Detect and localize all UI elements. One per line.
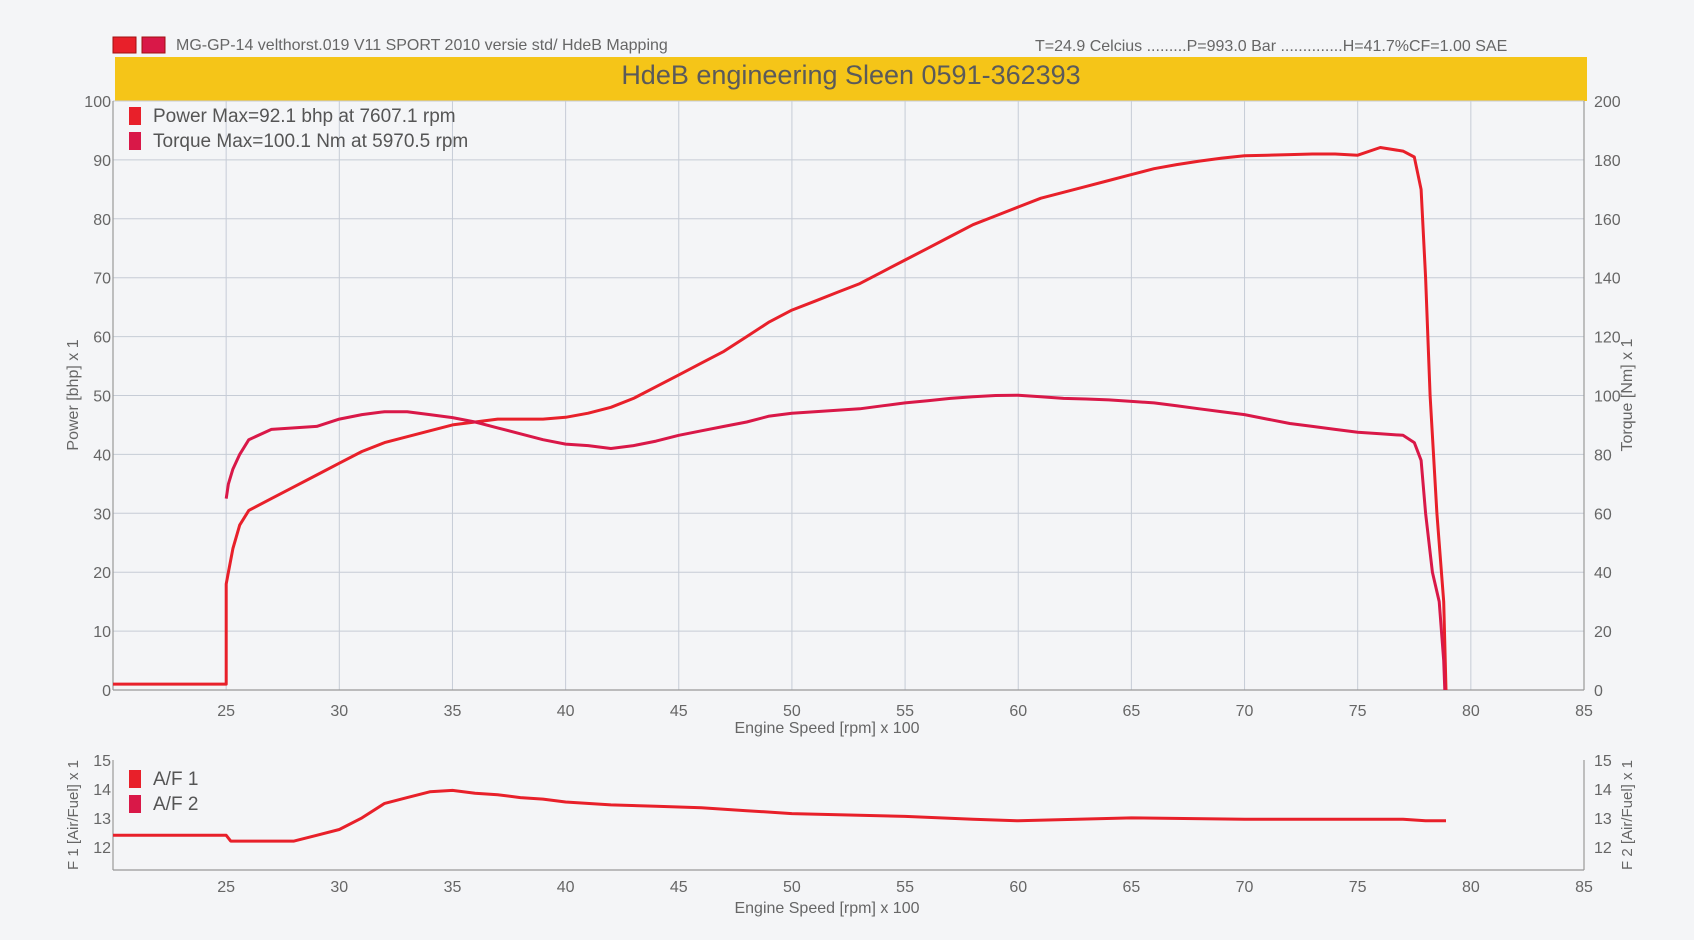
x-tick-label: 40 — [557, 703, 575, 720]
header-swatch-power — [112, 36, 137, 54]
af-x-tick-label: 75 — [1349, 879, 1367, 896]
af-y-right-tick-label: 15 — [1594, 753, 1612, 770]
af-right-axis-label: F 2 [Air/Fuel] x 1 — [1619, 760, 1636, 870]
x-tick-label: 45 — [670, 703, 688, 720]
af-y-left-tick-label: 14 — [93, 782, 111, 799]
main-series — [113, 146, 1448, 691]
af-y-right-tick-label: 14 — [1594, 782, 1612, 799]
main-right-axis-label: Torque [Nm] x 1 — [1619, 338, 1636, 451]
y-left-tick-label: 0 — [102, 683, 111, 700]
af-x-tick-label: 45 — [670, 879, 688, 896]
y-left-tick-label: 70 — [93, 271, 111, 288]
series-power-line — [113, 146, 1448, 691]
af-x-tick-label: 35 — [444, 879, 462, 896]
series-af1-line — [113, 788, 1446, 843]
run-info-text: MG-GP-14 velthorst.019 V11 SPORT 2010 ve… — [176, 37, 668, 54]
y-left-tick-label: 100 — [84, 94, 111, 111]
x-tick-label: 50 — [783, 703, 801, 720]
af-y-right-tick-label: 13 — [1594, 811, 1612, 828]
banner-title: HdeB engineering Sleen 0591-362393 — [621, 60, 1080, 90]
x-tick-label: 75 — [1349, 703, 1367, 720]
y-left-tick-label: 90 — [93, 153, 111, 170]
af-x-tick-label: 50 — [783, 879, 801, 896]
main-x-axis-label: Engine Speed [rpm] x 100 — [734, 720, 919, 737]
x-tick-label: 35 — [444, 703, 462, 720]
y-left-tick-label: 10 — [93, 624, 111, 641]
main-plot-grid — [113, 100, 1585, 691]
af-y-left-tick-label: 13 — [93, 811, 111, 828]
main-left-axis-label: Power [bhp] x 1 — [65, 339, 82, 450]
af-y-right-tick-label: 12 — [1594, 840, 1612, 857]
legend-swatch-torque — [129, 132, 141, 150]
af-series — [113, 788, 1446, 843]
legend-af2: A/F 2 — [153, 794, 198, 815]
x-tick-label: 70 — [1236, 703, 1254, 720]
series-torque-line — [224, 393, 1447, 691]
y-right-tick-label: 180 — [1594, 153, 1621, 170]
y-left-tick-label: 80 — [93, 212, 111, 229]
af-x-tick-label: 80 — [1462, 879, 1480, 896]
y-left-tick-label: 20 — [93, 565, 111, 582]
legend-swatch-power — [129, 107, 141, 125]
y-right-tick-label: 100 — [1594, 389, 1621, 406]
x-tick-label: 65 — [1122, 703, 1140, 720]
af-x-tick-label: 55 — [896, 879, 914, 896]
legend-torque: Torque Max=100.1 Nm at 5970.5 rpm — [153, 131, 468, 152]
legend-swatch-af2 — [129, 795, 141, 813]
af-x-tick-label: 40 — [557, 879, 575, 896]
af-x-tick-label: 60 — [1009, 879, 1027, 896]
af-x-axis-label: Engine Speed [rpm] x 100 — [734, 900, 919, 917]
af-x-tick-label: 30 — [330, 879, 348, 896]
legend-af1: A/F 1 — [153, 769, 198, 790]
af-tick-labels: 25 30 35 40 45 50 55 60 65 70 75 80 85 12 13 14 15 12 13 14… — [93, 753, 1612, 896]
x-tick-label: 85 — [1575, 703, 1593, 720]
legend-power: Power Max=92.1 bhp at 7607.1 rpm — [153, 106, 456, 127]
y-left-tick-label: 30 — [93, 506, 111, 523]
y-right-tick-label: 140 — [1594, 271, 1621, 288]
af-x-tick-label: 25 — [217, 879, 235, 896]
header-swatch-torque — [141, 36, 166, 54]
y-right-tick-label: 160 — [1594, 212, 1621, 229]
y-left-tick-label: 60 — [93, 330, 111, 347]
y-right-tick-label: 80 — [1594, 447, 1612, 464]
x-tick-label: 60 — [1009, 703, 1027, 720]
af-x-tick-label: 85 — [1575, 879, 1593, 896]
x-tick-label: 80 — [1462, 703, 1480, 720]
y-right-tick-label: 40 — [1594, 565, 1612, 582]
af-y-left-tick-label: 12 — [93, 840, 111, 857]
y-left-tick-label: 40 — [93, 447, 111, 464]
title-banner — [115, 57, 1587, 101]
x-tick-label: 25 — [217, 703, 235, 720]
y-right-tick-label: 60 — [1594, 506, 1612, 523]
af-x-tick-label: 65 — [1122, 879, 1140, 896]
conditions-text: T=24.9 Celcius .........P=993.0 Bar ....… — [1035, 38, 1507, 55]
af-left-axis-label: F 1 [Air/Fuel] x 1 — [65, 760, 82, 870]
af-y-left-tick-label: 15 — [93, 753, 111, 770]
y-right-tick-label: 0 — [1594, 683, 1603, 700]
y-left-tick-label: 50 — [93, 389, 111, 406]
af-x-tick-label: 70 — [1236, 879, 1254, 896]
x-tick-label: 30 — [330, 703, 348, 720]
y-right-tick-label: 200 — [1594, 94, 1621, 111]
y-right-tick-label: 20 — [1594, 624, 1612, 641]
y-right-tick-label: 120 — [1594, 330, 1621, 347]
main-tick-labels: 25 30 35 40 45 50 55 60 65 70 75 80 8501020304050607… — [84, 94, 1621, 720]
x-tick-label: 55 — [896, 703, 914, 720]
legend-swatch-af1 — [129, 770, 141, 788]
